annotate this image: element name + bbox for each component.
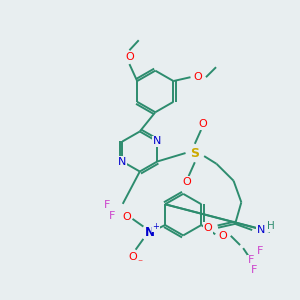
Text: O: O [122, 212, 131, 222]
Text: O: O [219, 231, 227, 241]
Text: F: F [104, 200, 110, 210]
Text: +: + [152, 222, 159, 231]
Text: O: O [128, 252, 137, 262]
Text: N: N [145, 226, 154, 239]
Text: F: F [109, 211, 115, 221]
Text: O: O [194, 72, 203, 82]
Text: O: O [183, 177, 191, 187]
Text: O: O [125, 52, 134, 62]
Text: N: N [153, 136, 161, 146]
Text: N: N [257, 225, 266, 235]
Text: F: F [248, 256, 254, 266]
Text: F: F [251, 265, 257, 275]
Text: O: O [204, 223, 212, 233]
Text: S: S [190, 146, 199, 160]
Text: F: F [257, 246, 263, 256]
Text: O: O [198, 119, 207, 129]
Text: H: H [267, 221, 275, 231]
Text: F: F [121, 213, 127, 223]
Text: N: N [118, 157, 127, 166]
Text: ⁻: ⁻ [138, 259, 143, 269]
